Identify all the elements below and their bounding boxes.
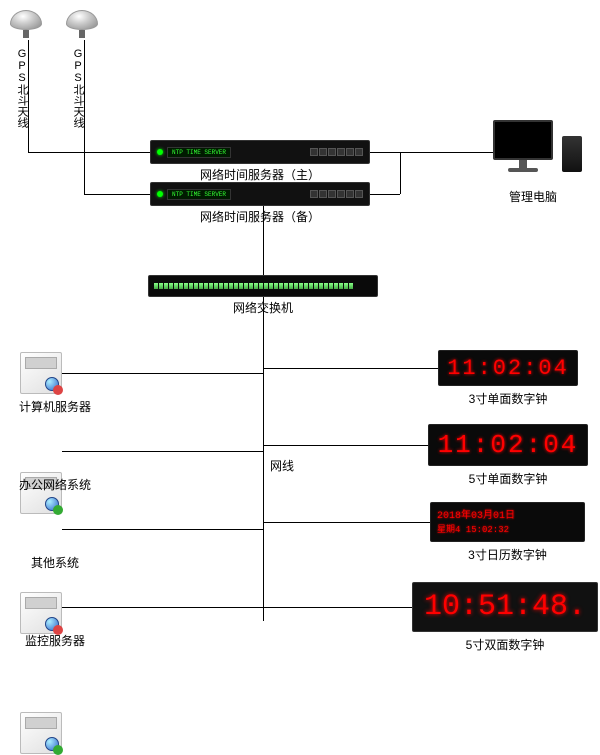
server-node [20, 592, 62, 634]
digital-clock: 11:02:04 [428, 424, 588, 466]
management-pc [488, 120, 582, 172]
clock-digits: 10:51:48. [424, 590, 586, 624]
ntp-server-backup: NTP TIME SERVER [150, 182, 370, 206]
server-node-label: 办公网络系统 [10, 476, 100, 493]
ntp-display: NTP TIME SERVER [167, 147, 231, 158]
server-node [20, 352, 62, 394]
clock-label: 5寸双面数字钟 [412, 636, 598, 653]
ntp-server-primary: NTP TIME SERVER [150, 140, 370, 164]
clock-label: 3寸日历数字钟 [430, 546, 585, 563]
calendar-date: 2018年03月01日 [437, 506, 578, 522]
status-mark-icon [53, 745, 63, 755]
monitor-icon [488, 120, 558, 172]
digital-clock: 11:02:04 [438, 350, 578, 386]
digital-clock: 10:51:48. [412, 582, 598, 632]
power-led-icon [157, 191, 163, 197]
management-pc-label: 管理电脑 [488, 188, 578, 205]
antenna-base-icon [79, 30, 85, 38]
calendar-time: 星期4 15:02:32 [437, 522, 578, 535]
clock-label: 3寸单面数字钟 [438, 390, 578, 407]
clock-digits: 11:02:04 [447, 356, 569, 381]
ntp-display: NTP TIME SERVER [167, 189, 231, 200]
clock-label: 5寸单面数字钟 [428, 470, 588, 487]
ntp-ports-icon [310, 190, 363, 198]
antenna-dome-icon [10, 10, 42, 30]
server-node-label: 其他系统 [10, 554, 100, 571]
network-switch [148, 275, 378, 297]
digital-clock: 2018年03月01日星期4 15:02:32 [430, 502, 585, 542]
antenna-1 [10, 10, 42, 38]
power-led-icon [157, 149, 163, 155]
antenna-base-icon [23, 30, 29, 38]
ntp-primary-label: 网络时间服务器（主） [150, 166, 370, 183]
server-node-label: 监控服务器 [10, 632, 100, 649]
server-node [20, 712, 62, 754]
clock-digits: 11:02:04 [438, 430, 579, 460]
antenna-2 [66, 10, 98, 38]
switch-ports-icon [153, 283, 353, 289]
cable-label: 网线 [270, 457, 294, 474]
ntp-backup-label: 网络时间服务器（备） [150, 208, 370, 225]
switch-label: 网络交换机 [148, 299, 378, 316]
server-node-label: 计算机服务器 [10, 398, 100, 415]
ntp-ports-icon [310, 148, 363, 156]
antenna-dome-icon [66, 10, 98, 30]
pc-tower-icon [562, 136, 582, 172]
status-mark-icon [53, 505, 63, 515]
status-mark-icon [53, 385, 63, 395]
